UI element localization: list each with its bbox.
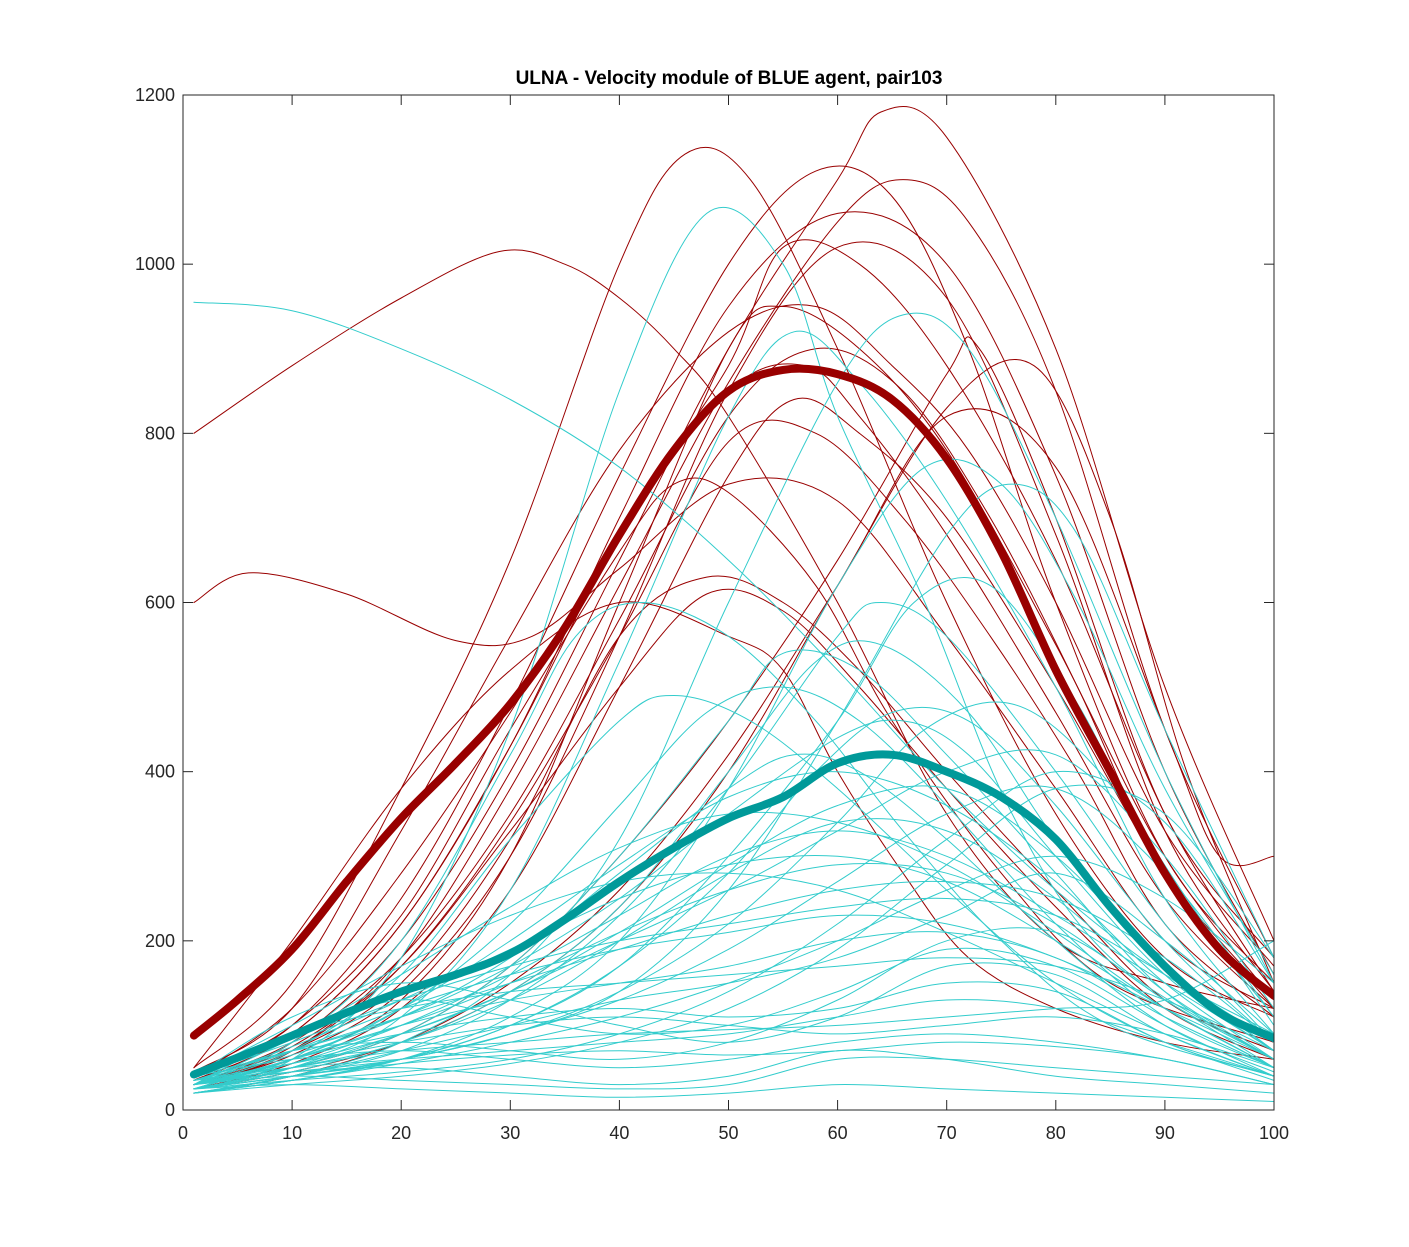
x-tick-label: 80 <box>1046 1123 1066 1143</box>
x-tick-label: 70 <box>937 1123 957 1143</box>
red-trial-line-3 <box>193 146 1274 1069</box>
chart-title: ULNA - Velocity module of BLUE agent, pa… <box>516 68 943 89</box>
cyan-trial-line-45 <box>193 880 1274 1081</box>
cyan-trial-line-29 <box>193 1041 1274 1090</box>
y-tick-label: 400 <box>145 762 175 782</box>
x-tick-label: 40 <box>609 1123 629 1143</box>
x-tick-label: 60 <box>828 1123 848 1143</box>
cyan-trial-line-48 <box>193 855 1274 1094</box>
red-trial-line-4 <box>193 165 1274 1077</box>
x-tick-label: 50 <box>718 1123 738 1143</box>
cyan-trial-lines <box>193 206 1274 1102</box>
red-trial-line-11 <box>193 477 1274 1077</box>
cyan-trial-line-32 <box>193 1084 1274 1102</box>
y-tick-label: 600 <box>145 593 175 613</box>
cyan-trial-line-46 <box>193 957 1274 1073</box>
x-tick-label: 10 <box>282 1123 302 1143</box>
x-tick-label: 90 <box>1155 1123 1175 1143</box>
cyan-trial-line-42 <box>193 872 1274 1077</box>
cyan-trial-line-47 <box>193 940 1274 1086</box>
x-tick-label: 100 <box>1259 1123 1289 1143</box>
cyan-trial-line-23 <box>193 931 1274 1090</box>
cyan-trial-line-44 <box>193 771 1274 1090</box>
red-trial-line-8 <box>193 304 1274 1073</box>
mean-lines <box>189 364 1274 1079</box>
x-axis: 0 10 20 30 40 50 60 70 80 90 100 <box>178 95 1289 1143</box>
cyan-trial-line-40 <box>193 830 1274 1086</box>
red-trial-line-17 <box>193 363 1274 1077</box>
y-tick-label: 800 <box>145 423 175 443</box>
cyan-trial-line-31 <box>193 1056 1274 1090</box>
cyan-trial-line-17 <box>193 753 1274 1081</box>
cyan-trial-line-33 <box>193 1033 1274 1086</box>
cyan-trial-line-28 <box>193 999 1274 1081</box>
red-mean-line <box>189 364 1274 1040</box>
cyan-trial-line-22 <box>193 914 1274 1086</box>
cyan-trial-line-41 <box>193 854 1274 1081</box>
x-tick-label: 0 <box>178 1123 188 1143</box>
cyan-trial-line-36 <box>193 749 1274 1090</box>
red-trial-line-19 <box>193 239 1274 1081</box>
y-tick-label: 1000 <box>135 254 175 274</box>
y-tick-label: 1200 <box>135 85 175 105</box>
red-trial-line-2 <box>193 477 1274 1009</box>
cyan-trial-line-26 <box>193 981 1274 1090</box>
y-tick-label: 200 <box>145 931 175 951</box>
cyan-trial-line-37 <box>193 785 1274 1086</box>
cyan-trial-line-34 <box>193 1016 1274 1081</box>
cyan-trial-line-4 <box>193 312 1274 1094</box>
cyan-trial-line-3 <box>193 330 1274 1090</box>
cyan-trial-line-1 <box>193 301 1274 1035</box>
cyan-mean-line <box>189 750 1274 1079</box>
y-axis: 0 200 400 600 800 1000 1200 <box>135 85 1274 1120</box>
cyan-trial-line-7 <box>193 602 1274 1081</box>
x-tick-label: 30 <box>500 1123 520 1143</box>
y-tick-label: 0 <box>165 1100 175 1120</box>
x-tick-label: 20 <box>391 1123 411 1143</box>
cyan-trial-line-21 <box>193 897 1274 1077</box>
cyan-trial-line-27 <box>193 927 1274 1086</box>
cyan-trial-line-39 <box>193 784 1274 1094</box>
